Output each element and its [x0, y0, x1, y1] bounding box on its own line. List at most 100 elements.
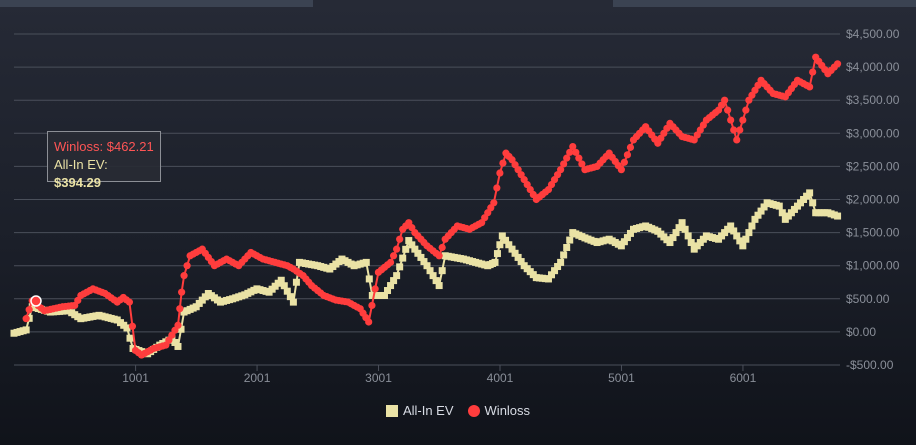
hover-marker [30, 295, 42, 307]
series-point [396, 235, 404, 243]
series-point [563, 154, 571, 162]
tab-left[interactable] [0, 0, 313, 7]
series-point [496, 169, 504, 177]
series-point [380, 291, 388, 299]
series-point [277, 276, 285, 284]
y-axis-ticks: -$500.00 $0.00 $500.00 $1,000.00 $1,500.00 $2… [846, 27, 900, 372]
x-tick-label: 2001 [244, 371, 271, 385]
y-tick-label: $1,500.00 [846, 226, 900, 240]
y-tick-label: $4,500.00 [846, 27, 900, 41]
series-point [502, 236, 510, 244]
y-tick-label: -$500.00 [846, 358, 894, 372]
series-point [745, 229, 753, 237]
y-tick-label: $0.00 [846, 325, 876, 339]
series-point [669, 234, 677, 242]
series-point [435, 252, 443, 260]
x-axis-ticks: 1001 2001 3001 4001 5001 6001 [14, 364, 840, 385]
series-point [775, 202, 783, 210]
y-tick-label: $3,500.00 [846, 93, 900, 107]
series-point [25, 306, 33, 314]
series-point [371, 285, 379, 293]
legend-allin-ev-label: All-In EV [402, 403, 454, 418]
series-point [176, 305, 184, 313]
series-point [721, 96, 729, 104]
series-point [834, 212, 842, 220]
series-point [365, 318, 373, 326]
series-point [733, 136, 741, 144]
series-point [778, 209, 786, 217]
winloss-series [22, 53, 842, 359]
series-point [414, 249, 422, 257]
series-point [626, 143, 635, 151]
y-tick-label: $4,000.00 [846, 60, 900, 74]
y-tick-label: $2,500.00 [846, 159, 900, 173]
series-point [572, 148, 580, 156]
allin-ev-swatch-icon [385, 404, 398, 417]
series-point [289, 298, 297, 306]
legend-item-allin-ev[interactable]: All-In EV [385, 403, 454, 418]
legend-item-winloss[interactable]: Winloss [467, 403, 530, 418]
series-point [730, 227, 738, 235]
series-point [678, 219, 686, 227]
series-point [402, 245, 410, 253]
series-point [384, 287, 392, 295]
series-point [517, 258, 525, 266]
series-point [760, 203, 768, 211]
series-point [283, 287, 291, 295]
y-tick-label: $500.00 [846, 292, 890, 306]
series-point [389, 252, 398, 260]
y-tick-label: $3,000.00 [846, 126, 900, 140]
series-point [809, 199, 817, 207]
tooltip-winloss-label: Winloss: [54, 139, 107, 154]
series-point [435, 282, 443, 290]
series-point [687, 239, 695, 247]
series-point [623, 234, 631, 242]
series-point [742, 235, 750, 243]
series-point [508, 245, 516, 253]
series-point [675, 224, 683, 232]
series-point [180, 272, 188, 280]
series-point [672, 229, 680, 237]
series-point [174, 321, 182, 329]
series-point [833, 60, 842, 68]
series-point [174, 342, 182, 350]
x-tick-label: 3001 [365, 371, 392, 385]
x-tick-label: 1001 [122, 371, 149, 385]
series-point [754, 211, 762, 219]
series-point [499, 159, 507, 167]
series-point [183, 262, 191, 270]
chart-tooltip: Winloss: $462.21 All-In EV: $394.29 [47, 131, 161, 190]
series-point [417, 253, 425, 261]
series-point [511, 249, 519, 257]
y-tick-label: $1,000.00 [846, 259, 900, 273]
series-point [566, 236, 574, 244]
series-point [569, 142, 577, 151]
series-point [727, 222, 735, 230]
x-tick-label: 5001 [608, 371, 635, 385]
series-point [438, 243, 446, 252]
tab-bar [0, 0, 916, 8]
series-point [365, 275, 373, 283]
series-point [420, 258, 428, 266]
series-point [806, 83, 814, 91]
series-point [563, 243, 571, 251]
series-point [362, 258, 370, 266]
series-point [736, 126, 744, 134]
tab-right[interactable] [613, 0, 916, 7]
series-point [426, 267, 434, 275]
series-line [13, 190, 838, 355]
series-point [620, 238, 628, 246]
series-point [666, 239, 674, 247]
series-point [386, 258, 395, 266]
series-point [286, 293, 294, 301]
y-tick-label: $2,000.00 [846, 193, 900, 207]
series-point [490, 199, 498, 207]
series-point [557, 166, 565, 174]
series-point [617, 242, 625, 250]
series-point [498, 232, 506, 240]
series-point [411, 245, 419, 253]
x-tick-label: 6001 [730, 371, 757, 385]
series-point [505, 241, 513, 249]
series-point [727, 116, 735, 124]
